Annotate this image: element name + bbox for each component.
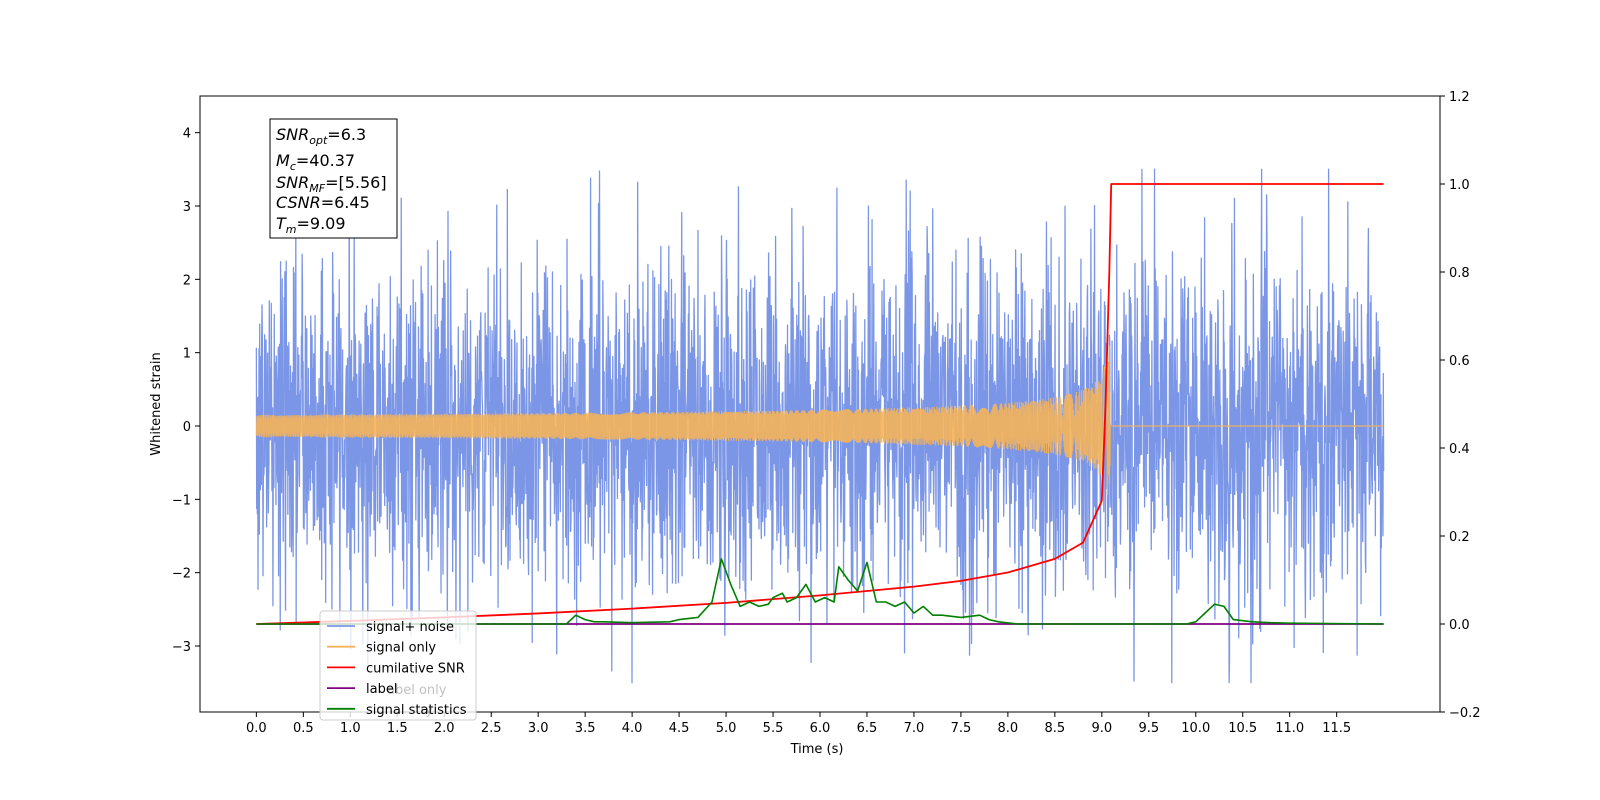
y-right-tick-label: 0.6 xyxy=(1449,354,1470,369)
y-right-tick-label: 1.0 xyxy=(1449,178,1470,193)
x-tick-label: 10.5 xyxy=(1228,721,1257,736)
x-tick-label: 5.5 xyxy=(763,721,784,736)
x-tick-label: 0.0 xyxy=(246,721,267,736)
series-signal-only xyxy=(255,345,1384,496)
y-axis-title: Whitened strain xyxy=(149,352,164,455)
y-left-tick-label: −1 xyxy=(172,493,191,508)
series-cumulative-snr xyxy=(256,183,1384,625)
y-right-tick-label: 0.2 xyxy=(1449,530,1470,545)
legend-item-signal-statistics-label: signal statistics xyxy=(366,703,467,718)
legend-item-cumulative-snr-label: cumilative SNR xyxy=(366,661,465,676)
x-tick-label: 2.5 xyxy=(481,721,502,736)
legend-frame xyxy=(319,610,477,721)
legend-item-signal-noise-label: signal+ noise xyxy=(366,620,454,635)
x-tick-label: 0.5 xyxy=(293,721,314,736)
y-axis-left: −3 −2 −1 0 1 2 3 4 xyxy=(172,127,200,655)
y-left-tick-label: 3 xyxy=(183,200,191,215)
y-right-tick-label: 1.2 xyxy=(1449,90,1470,105)
x-tick-label: 7.0 xyxy=(904,721,925,736)
y-right-tick-label: 0.0 xyxy=(1449,618,1470,633)
x-tick-label: 3.0 xyxy=(528,721,549,736)
legend: signal+ noise signal only cumilative SNR la… xyxy=(319,610,477,721)
x-tick-label: 5.0 xyxy=(716,721,737,736)
x-tick-label: 7.5 xyxy=(951,721,972,736)
y-left-tick-label: 2 xyxy=(183,273,191,288)
annotation-line: SNRopt=6.3 xyxy=(276,125,366,147)
series-signal-statistics xyxy=(256,558,1384,625)
x-tick-label: 1.5 xyxy=(387,721,408,736)
x-tick-label: 1.0 xyxy=(340,721,361,736)
y-left-tick-label: −3 xyxy=(172,640,191,655)
x-tick-label: 2.0 xyxy=(434,721,455,736)
x-tick-label: 3.5 xyxy=(575,721,596,736)
x-tick-label: 11.5 xyxy=(1322,721,1351,736)
annotation-line: Tm=9.09 xyxy=(276,214,346,236)
x-tick-label: 9.0 xyxy=(1091,721,1112,736)
x-tick-label: 10.0 xyxy=(1181,721,1210,736)
x-axis-title: Time (s) xyxy=(790,742,844,757)
x-tick-label: 11.0 xyxy=(1275,721,1304,736)
x-tick-label: 8.0 xyxy=(998,721,1019,736)
legend-ghost-text: abel only xyxy=(387,683,447,698)
legend-ghost-text: ry xyxy=(420,703,433,718)
legend-item-label-label: label xyxy=(366,682,397,697)
y-axis-right: −0.2 0.0 0.2 0.4 0.6 0.8 1.0 1.2 xyxy=(1440,90,1481,721)
x-tick-label: 6.5 xyxy=(857,721,878,736)
x-tick-label: 4.5 xyxy=(669,721,690,736)
x-tick-label: 4.0 xyxy=(622,721,643,736)
y-left-tick-label: 4 xyxy=(183,127,191,142)
y-left-tick-label: 1 xyxy=(183,347,191,362)
annotation-line: Mc=40.37 xyxy=(276,151,355,173)
annotation-line: CSNR=6.45 xyxy=(276,193,370,212)
x-tick-label: 9.5 xyxy=(1138,721,1159,736)
annotation-line: SNRMF=[5.56] xyxy=(276,173,387,195)
x-tick-label: 8.5 xyxy=(1045,721,1066,736)
y-right-tick-label: 0.4 xyxy=(1449,442,1470,457)
legend-item-signal-only-label: signal only xyxy=(366,641,436,656)
y-right-tick-label: −0.2 xyxy=(1449,706,1481,721)
y-left-tick-label: −2 xyxy=(172,567,191,582)
y-left-tick-label: 0 xyxy=(183,420,191,435)
x-axis: 0.0 0.5 1.0 1.5 2.0 2.5 3.0 3.5 4.0 4.5 5.0 5.5 6.0 6… xyxy=(246,712,1351,736)
x-tick-label: 6.0 xyxy=(810,721,831,736)
y-right-tick-label: 0.8 xyxy=(1449,266,1470,281)
annotation-frame xyxy=(269,118,398,239)
